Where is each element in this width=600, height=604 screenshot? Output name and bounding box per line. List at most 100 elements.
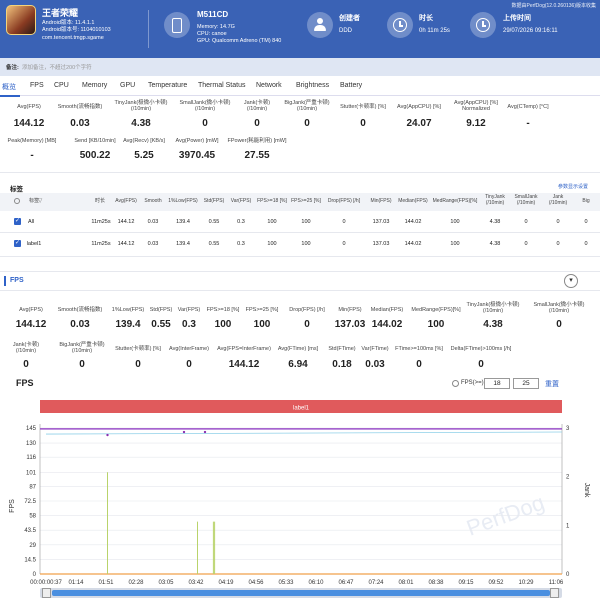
tab-overview[interactable]: 概览 (2, 84, 16, 91)
scroll-handle-left[interactable] (42, 588, 51, 598)
summary-value: - (526, 118, 530, 129)
column-header: 1%Low(FPS) (168, 198, 198, 204)
fps-marker[interactable] (106, 433, 109, 437)
fps-chart[interactable]: label1 FPS Jank PerfDog 0 14.5 29 43.5 58 72.… (0, 396, 600, 588)
tab-cpu[interactable]: CPU (54, 82, 69, 89)
summary-value: 9.12 (466, 118, 486, 129)
table-cell: 0 (584, 219, 588, 225)
row-divider (0, 256, 600, 257)
column-header: Var(FPS) (230, 198, 252, 204)
summary-value: 144.12 (13, 118, 45, 129)
tab-fps[interactable]: FPS (30, 82, 44, 89)
x-tick-label: 03:05 (158, 580, 174, 586)
row-checkbox[interactable]: ✓ (14, 240, 21, 247)
table-cell: 100 (267, 241, 277, 247)
x-tick-label: 06:47 (338, 580, 354, 586)
summary-label: Stutter(卡顿率) [%] (340, 104, 386, 110)
tab-thermal-status[interactable]: Thermal Status (198, 82, 246, 89)
package-name: com.tencent.tmgp.sgame (42, 35, 104, 41)
summary-value: 5.25 (134, 150, 154, 161)
summary-value: 0 (254, 118, 260, 129)
report-header: 王者荣耀 Android版本: 11.4.1.1 Android版本号: 110… (0, 0, 600, 58)
table-cell: 0.03 (147, 241, 159, 247)
device-name: M511CD (197, 10, 229, 19)
scroll-handle-right[interactable] (550, 588, 559, 598)
fps-metric-value: 0.18 (332, 359, 352, 370)
fps-metric-label: Avg(InterFrame) (169, 346, 209, 352)
column-header: Min(FPS) (370, 198, 392, 204)
table-header: 标签 ▽ 时长 Avg(FPS) Smooth 1%Low(FPS) Std(F… (0, 193, 600, 211)
settings-icon[interactable] (14, 198, 20, 204)
labels-title: 标签 (10, 186, 23, 193)
summary-label: Send [KB/10min] (74, 138, 116, 144)
summary-label: Jank(卡顿) (/10min) (243, 100, 271, 113)
x-tick-label: 11:06 (549, 580, 564, 586)
label-band[interactable] (40, 400, 562, 413)
summary-value: 4.38 (131, 118, 151, 129)
table-cell: 144.02 (404, 219, 422, 225)
info-icon[interactable] (452, 380, 459, 387)
summary-value: 24.07 (406, 118, 432, 129)
active-tab-indicator (0, 95, 20, 97)
summary-label: Avg(FPS) (17, 104, 41, 110)
y2-tick-label: 0 (566, 572, 570, 578)
device-gpu: GPU: Qualcomm Adreno (TM) 840 (197, 38, 282, 44)
fps-threshold-input-1[interactable]: 18 (484, 378, 510, 389)
device-circle (164, 12, 190, 38)
fps-metric-value: 100 (253, 319, 271, 330)
tab-temperature[interactable]: Temperature (148, 82, 188, 89)
reset-button[interactable]: 重置 (545, 381, 559, 388)
tab-gpu[interactable]: GPU (120, 82, 136, 89)
tab-memory[interactable]: Memory (82, 82, 108, 89)
fps-metric-value: 0.3 (182, 319, 196, 330)
column-header: FPS>=25 [%] (291, 198, 321, 204)
x-tick-label: 09:52 (488, 580, 504, 586)
tab-network[interactable]: Network (256, 82, 282, 89)
summary-value: 0 (360, 118, 366, 129)
fps-metric-label: TinyJank(极微小卡顿) (/10min) (466, 302, 520, 315)
table-cell: 100 (450, 241, 460, 247)
fps-metric-value: 0 (135, 359, 141, 370)
collapse-chevron-icon[interactable]: ▾ (564, 274, 578, 288)
fps-metric-label: Delta(FTime)>100ms [/h] (450, 346, 512, 352)
x-tick-label: 03:42 (188, 580, 204, 586)
table-cell: 0.55 (208, 241, 220, 247)
x-tick-label: 08:38 (428, 580, 444, 586)
row-checkbox[interactable]: ✓ (14, 218, 21, 225)
fps-metric-label: MedRange(FPS)[%] (411, 307, 461, 313)
header-divider (148, 10, 149, 48)
column-header: Median(FPS) (398, 198, 428, 204)
app-icon (6, 5, 36, 35)
fps-metric-value: 0 (79, 359, 85, 370)
column-header: Avg(FPS) (115, 198, 137, 204)
fps-marker[interactable] (203, 430, 207, 434)
filter-icon[interactable]: ▽ (38, 198, 43, 204)
table-cell: 137.03 (372, 219, 390, 225)
table-cell: All (27, 219, 35, 225)
scrollbar-thumb[interactable] (52, 590, 550, 596)
tab-brightness[interactable]: Brightness (296, 82, 330, 89)
timeline-scrollbar[interactable] (40, 588, 562, 598)
x-tick-label: 05:33 (278, 580, 294, 586)
table-cell: 0 (524, 241, 528, 247)
y-tick-label: 72.5 (24, 499, 36, 505)
fps-threshold-input-2[interactable]: 25 (513, 378, 539, 389)
table-cell: 0 (342, 219, 346, 225)
summary-value: 3970.45 (178, 150, 216, 161)
fps-metric-value: 144.12 (15, 319, 47, 330)
y2-tick-label: 2 (566, 475, 570, 481)
note-input[interactable]: 添加备注，不超过200个字符 (22, 65, 92, 71)
summary-label: Avg(CTemp) [°C] (507, 104, 549, 110)
tab-battery[interactable]: Battery (340, 82, 363, 89)
table-cell: 144.12 (117, 219, 135, 225)
fps-metric-value: 0.55 (151, 319, 171, 330)
android-code: Android版本号: 1104010103 (42, 27, 111, 33)
fps-metric-value: 0 (478, 359, 484, 370)
settings-link[interactable]: 参数显示设置 (558, 184, 589, 190)
fps-metric-value: 144.02 (371, 319, 403, 330)
summary-label: Avg(AppCPU) [%] (397, 104, 441, 110)
summary-label: Avg(Power) [mW] (175, 138, 219, 144)
fps-marker[interactable] (182, 430, 186, 434)
x-tick-label: 04:19 (218, 580, 234, 586)
jank-series-line[interactable] (45, 431, 563, 435)
